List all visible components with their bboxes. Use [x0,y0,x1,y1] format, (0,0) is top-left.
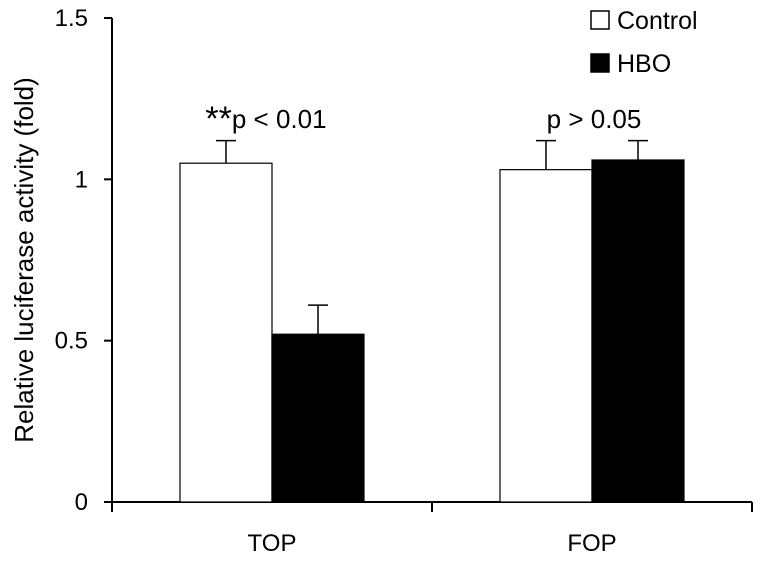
y-tick-label-1: 0.5 [55,328,88,355]
legend-label-control: Control [617,7,698,35]
p-value-text: p < 0.01 [232,104,327,134]
legend-label-hbo: HBO [617,50,671,78]
y-tick-label-2: 1 [75,166,88,193]
y-tick-label-0: 0 [75,489,88,516]
x-category-label-fop: FOP [567,530,616,557]
legend-swatch-hbo [590,53,610,73]
error-bars-group [216,139,648,335]
bar-control-fop [499,169,593,503]
bar-hbo-fop [591,159,685,503]
significance-annotation-fop: p > 0.05 [547,104,642,134]
y-axis-label: Relative luciferase activity (fold) [9,77,39,443]
y-tick-label-3: 1.5 [55,5,88,32]
annotations-group: **p < 0.01 p > 0.05 [205,100,641,138]
legend: Control HBO [590,7,698,78]
x-category-label-top: TOP [248,530,297,557]
bar-control-top [179,162,273,503]
x-axis-ticks: TOP FOP [111,502,753,557]
bars-group [179,159,685,503]
bar-hbo-top [271,333,365,503]
significance-annotation-top: **p < 0.01 [205,100,326,138]
legend-swatch-control [590,10,610,30]
y-axis-ticks: 0 0.5 1 1.5 [55,5,112,516]
significance-stars: ** [205,100,231,138]
